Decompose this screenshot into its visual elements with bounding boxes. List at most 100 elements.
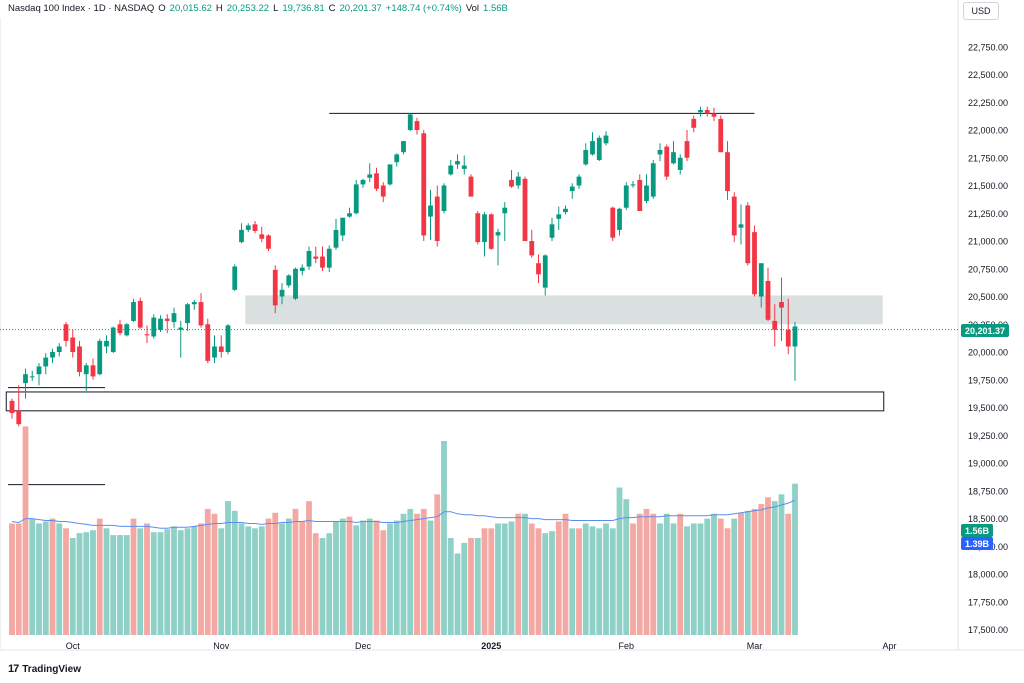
candle-body: [333, 229, 339, 248]
candle-body: [671, 152, 676, 164]
volume-bar: [137, 528, 144, 635]
candle-body: [603, 135, 609, 144]
candle-body: [738, 224, 744, 228]
candle: [475, 211, 481, 245]
volume-bar: [441, 441, 447, 635]
candle: [502, 202, 508, 241]
candle-body: [407, 114, 413, 130]
candle: [178, 320, 184, 358]
volume-bar: [204, 508, 211, 635]
volume-bar: [657, 523, 663, 635]
candle-body: [529, 241, 535, 256]
volume-bar: [380, 530, 387, 635]
volume-bar: [272, 512, 279, 635]
volume-bar: [596, 528, 603, 635]
volume-bar: [69, 538, 76, 635]
candle: [326, 245, 332, 273]
candle: [610, 206, 616, 241]
volume-bar: [630, 523, 636, 635]
candle: [657, 143, 663, 162]
candle: [441, 183, 447, 214]
candle-body: [434, 196, 440, 241]
candle-body: [414, 121, 420, 130]
candle-body: [239, 229, 244, 243]
candle-body: [752, 232, 757, 295]
candle-body: [293, 268, 298, 299]
candle-body: [104, 340, 109, 347]
candle-body: [610, 207, 616, 238]
candle: [293, 267, 298, 300]
candle: [664, 144, 670, 180]
price-tick-label: 17,500.00: [968, 625, 1008, 635]
candle: [698, 106, 703, 117]
candle-body: [583, 149, 589, 165]
candle: [279, 283, 285, 305]
volume-bar: [778, 494, 785, 635]
volume-bar: [56, 523, 63, 635]
price-tick-label: 19,250.00: [968, 431, 1008, 441]
volume-bar: [549, 531, 555, 635]
price-tick-label: 19,750.00: [968, 375, 1008, 385]
price-tick-label: 18,750.00: [968, 486, 1008, 496]
candle: [137, 297, 143, 329]
volume-bar: [481, 528, 488, 635]
candle: [245, 223, 251, 233]
candle: [718, 115, 724, 153]
volume-bar: [157, 532, 164, 635]
currency-button[interactable]: USD: [963, 2, 999, 20]
volume-bar: [22, 426, 29, 635]
price-tick-label: 18,500.00: [968, 514, 1008, 524]
candle: [529, 229, 535, 258]
candle-body: [536, 263, 541, 275]
candle-body: [83, 365, 89, 375]
volume-bar: [258, 526, 265, 635]
candle: [583, 143, 589, 166]
candle-body: [306, 250, 312, 267]
lower-zone: [5, 391, 885, 412]
candle: [731, 192, 737, 243]
candle-body: [461, 165, 467, 169]
volume-bar: [522, 513, 528, 635]
tradingview-icon: 17: [8, 663, 19, 675]
volume-ma-line: [11, 499, 796, 529]
volume-bar: [218, 528, 225, 635]
candle: [515, 172, 521, 189]
candle-body: [347, 213, 352, 217]
candle: [569, 183, 575, 199]
candle-body: [515, 176, 521, 186]
candle-body: [320, 256, 325, 268]
candle: [671, 141, 676, 165]
candle: [259, 226, 265, 243]
candle: [495, 228, 501, 266]
volume-bar: [117, 535, 123, 635]
candle-body: [225, 325, 231, 352]
volume-bar: [360, 520, 366, 635]
brand-label: TradingView: [22, 663, 81, 675]
candle: [765, 267, 771, 321]
candle: [738, 204, 744, 245]
candle: [205, 318, 211, 364]
volume-bar: [528, 523, 535, 635]
tradingview-logo[interactable]: 17 TradingView: [8, 663, 81, 675]
volume-bar: [285, 518, 292, 635]
time-tick-label: Apr: [882, 641, 896, 651]
candle: [387, 164, 393, 186]
candle-body: [428, 205, 433, 217]
candle: [110, 326, 116, 354]
volume-bar: [42, 521, 49, 635]
volume-bar: [279, 523, 285, 635]
candle-body: [421, 133, 427, 236]
candle: [637, 174, 643, 212]
candle-body: [56, 346, 62, 352]
candle: [158, 315, 163, 333]
candle: [56, 343, 62, 357]
candle: [225, 324, 231, 355]
time-tick-label: Oct: [66, 641, 81, 651]
volume-bar: [508, 521, 515, 635]
candle: [212, 335, 217, 364]
candle-body: [50, 352, 55, 358]
price-tick-label: 17,750.00: [968, 597, 1008, 607]
volume-bar: [758, 504, 765, 635]
candle: [677, 154, 683, 175]
